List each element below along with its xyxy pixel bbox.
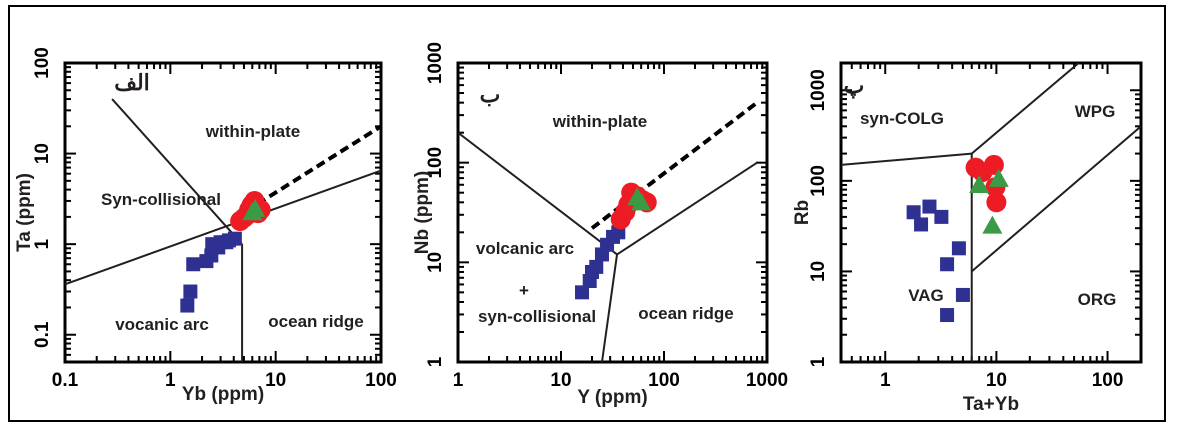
plot-content <box>65 98 381 362</box>
x-axis-label: Ta+Yb <box>963 394 1019 415</box>
x-tick-label: 1 <box>165 370 176 391</box>
data-point-triangle <box>982 215 1003 234</box>
field-label: ocean ridge <box>268 312 363 331</box>
field-boundary-line <box>841 152 972 166</box>
field-label: vocanic arc <box>115 315 209 334</box>
field-boundary-line <box>111 98 243 245</box>
data-point-square <box>180 298 195 313</box>
data-point-square <box>940 257 955 272</box>
x-tick-label: 100 <box>365 370 397 391</box>
field-boundary-line <box>458 131 618 256</box>
field-label: Syn-collisional <box>101 190 221 209</box>
x-axis-label: Y (ppm) <box>577 387 647 408</box>
field-label: ocean ridge <box>638 304 733 323</box>
y-tick-label: 10 <box>32 143 53 164</box>
data-point-triangle <box>969 174 990 193</box>
data-point-triangle <box>631 192 652 211</box>
y-tick-label: 0.1 <box>32 321 53 348</box>
field-label: within-plate <box>552 112 647 131</box>
x-tick-label: 10 <box>265 370 286 391</box>
chart-panel-1: 0.1 1 10 100 0.1 1 10 100 Yb (ppm) Ta (ppm) within… <box>14 47 397 405</box>
y-tick-label: 1000 <box>808 69 829 111</box>
field-boundary-line <box>600 254 619 362</box>
data-point-square <box>940 308 955 323</box>
data-point-square <box>951 241 966 256</box>
field-boundary-line <box>65 169 381 286</box>
data-point-circle <box>983 154 1004 175</box>
x-tick-label: 10 <box>986 370 1007 391</box>
field-label: WPG <box>1075 102 1116 121</box>
data-point-triangle <box>988 168 1009 187</box>
data-point-square <box>955 287 970 302</box>
x-tick-label: 100 <box>648 370 680 391</box>
dashed-trend-line <box>244 124 381 214</box>
data-point-square <box>186 257 201 272</box>
x-tick-label: 100 <box>1092 370 1124 391</box>
y-axis-label: Ta (ppm) <box>14 173 35 252</box>
y-tick-label: 10 <box>425 252 446 273</box>
data-point-square <box>183 284 198 299</box>
chart-panel-3: 1 10 100 1 10 100 1000 Ta+Yb Rb syn-COLG WPG VAG ORG… <box>792 61 1143 415</box>
field-boundary-line <box>971 125 1141 273</box>
field-label: ORG <box>1078 290 1117 309</box>
field-label: syn-collisional <box>478 307 596 326</box>
y-tick-label: 1000 <box>425 42 446 84</box>
panel-label: ب <box>480 82 501 107</box>
y-axis-label: Rb <box>792 200 813 225</box>
data-point-square <box>934 209 949 224</box>
plot-content <box>458 101 759 362</box>
data-point-square <box>922 199 937 214</box>
field-label: + <box>519 281 529 300</box>
data-point-circle <box>986 192 1007 213</box>
plot-content <box>841 63 1141 362</box>
field-label: syn-COLG <box>860 109 944 128</box>
figure-frame <box>8 5 1166 422</box>
y-tick-label: 10 <box>808 261 829 282</box>
y-tick-label: 100 <box>808 165 829 197</box>
x-tick-label: 0.1 <box>52 370 79 391</box>
data-point-square <box>589 259 604 274</box>
field-boundary-line <box>971 63 1080 155</box>
field-boundary-line <box>616 161 758 256</box>
data-point-square <box>906 205 921 220</box>
y-axis-label: Nb (ppm) <box>412 171 433 254</box>
plot-area-border <box>63 61 383 364</box>
y-tick-label: 100 <box>425 147 446 179</box>
panel-label: الف <box>114 70 150 95</box>
data-point-square <box>914 217 929 232</box>
panel-label: پ <box>844 73 865 100</box>
y-tick-label: 1 <box>425 356 446 367</box>
plot-area-border <box>456 61 769 364</box>
y-tick-label: 1 <box>32 238 53 249</box>
x-axis-label: Yb (ppm) <box>182 384 264 405</box>
data-point-square <box>575 285 590 300</box>
x-tick-label: 1000 <box>746 370 788 391</box>
x-tick-label: 1 <box>880 370 891 391</box>
y-tick-label: 100 <box>32 47 53 79</box>
data-point-triangle <box>245 198 266 217</box>
x-tick-label: 1 <box>453 370 464 391</box>
field-label: VAG <box>908 286 944 305</box>
field-label: within-plate <box>205 122 300 141</box>
data-point-square <box>227 231 242 246</box>
x-tick-label: 10 <box>550 370 571 391</box>
chart-panel-2: 1 10 100 1000 1 10 100 1000 Y (ppm) Nb (ppm) withi… <box>412 42 788 408</box>
y-tick-label: 1 <box>808 356 829 367</box>
field-label: volcanic arc <box>476 239 574 258</box>
